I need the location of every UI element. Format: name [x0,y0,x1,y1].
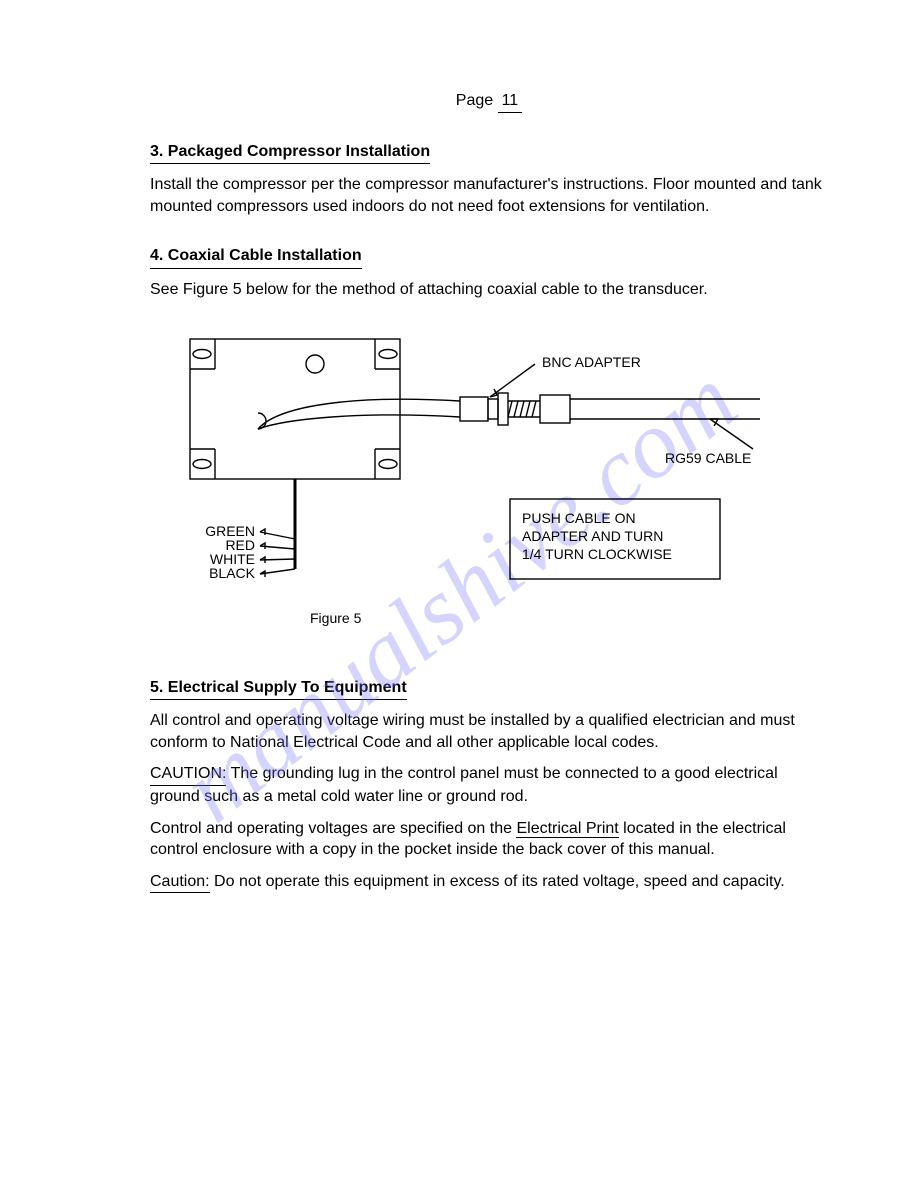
para-electrical-caution: CAUTION: The grounding lug in the contro… [150,763,828,807]
note-line-3: 1/4 TURN CLOCKWISE [522,545,672,564]
heading-coax: 4. Coaxial Cable Installation [150,245,362,269]
page-root: manualshive.com Page 11 3. Packaged Comp… [0,0,918,1188]
para-electrical-3: Control and operating voltages are speci… [150,818,828,861]
label-rg59-cable: RG59 CABLE [665,449,751,468]
para-installation-1: Install the compressor per the compresso… [150,174,828,217]
figure-5-svg [130,309,770,649]
caution-word-1: CAUTION: [150,763,226,786]
electrical-print-link: Electrical Print [516,820,618,838]
page-number-block: Page 11 [150,90,828,113]
wire-black: BLACK [200,564,255,583]
figure-label: Figure 5 [310,609,361,628]
figure-5: BNC ADAPTER RG59 CABLE GREEN RED WHITE B… [130,309,770,649]
section-coax: 4. Coaxial Cable Installation See Figure… [150,245,828,648]
page-number: 11 [498,90,523,113]
heading-electrical: 5. Electrical Supply To Equipment [150,677,407,701]
para-coax-1: See Figure 5 below for the method of att… [150,279,828,301]
note-line-1: PUSH CABLE ON [522,509,636,528]
note-line-2: ADAPTER AND TURN [522,527,663,546]
page-prefix: Page [456,92,498,109]
p3-pre: Control and operating voltages are speci… [150,820,516,837]
section-electrical: 5. Electrical Supply To Equipment All co… [150,677,828,894]
caution-word-2: Caution: [150,871,210,894]
para-electrical-1: All control and operating voltage wiring… [150,710,828,753]
label-bnc-adapter: BNC ADAPTER [542,353,641,372]
caution-rest-1: The grounding lug in the control panel m… [150,765,778,805]
section-installation: 3. Packaged Compressor Installation Inst… [150,141,828,218]
para-electrical-caution2: Caution: Do not operate this equipment i… [150,871,828,894]
heading-installation: 3. Packaged Compressor Installation [150,141,430,165]
caution-rest-2: Do not operate this equipment in excess … [210,873,785,890]
